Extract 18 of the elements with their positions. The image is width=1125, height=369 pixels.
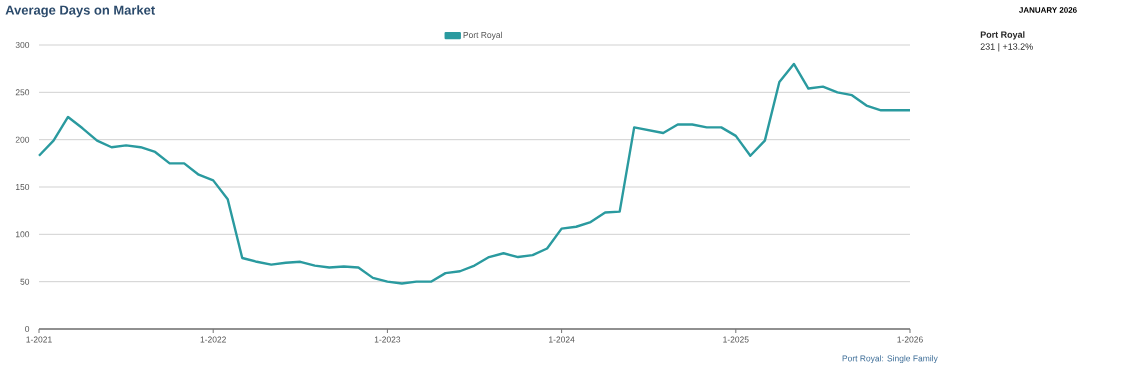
- y-tick-label: 200: [15, 136, 30, 143]
- x-tick-label: 1-2023: [374, 336, 401, 343]
- x-tick-label: 1-2025: [723, 336, 749, 343]
- x-tick-label: 1-2021: [26, 336, 52, 343]
- chart-title: Average Days on Market: [5, 5, 155, 18]
- y-tick-label: 250: [15, 89, 30, 96]
- x-tick-label: 1-2022: [200, 336, 226, 343]
- y-tick-label: 300: [15, 42, 30, 48]
- legend-label: Port Royal: [463, 31, 502, 40]
- text: Port Royal: [980, 31, 1025, 40]
- y-tick-label: 100: [15, 231, 30, 238]
- x-tick-label: 1-2024: [549, 336, 575, 343]
- x-tick-label: 1-2026: [897, 336, 923, 343]
- text: Port Royal: Single Family: [842, 355, 938, 364]
- y-tick-label: 150: [15, 184, 30, 190]
- y-tick-label: 50: [20, 278, 30, 285]
- y-tick-label: 0: [25, 326, 30, 332]
- text: 231 | +13.2%: [980, 43, 1033, 52]
